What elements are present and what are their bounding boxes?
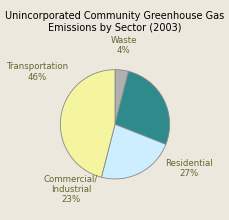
Text: Commercial/
Industrial
23%: Commercial/ Industrial 23% <box>44 174 98 204</box>
Wedge shape <box>101 124 165 179</box>
Text: Transportation
46%: Transportation 46% <box>7 62 68 82</box>
Title: Unincorporated Community Greenhouse Gas
Emissions by Sector (2003): Unincorporated Community Greenhouse Gas … <box>5 11 224 33</box>
Wedge shape <box>60 70 114 177</box>
Text: Waste
4%: Waste 4% <box>110 35 136 55</box>
Wedge shape <box>114 71 169 144</box>
Wedge shape <box>114 70 128 124</box>
Text: Residential
27%: Residential 27% <box>164 159 212 178</box>
